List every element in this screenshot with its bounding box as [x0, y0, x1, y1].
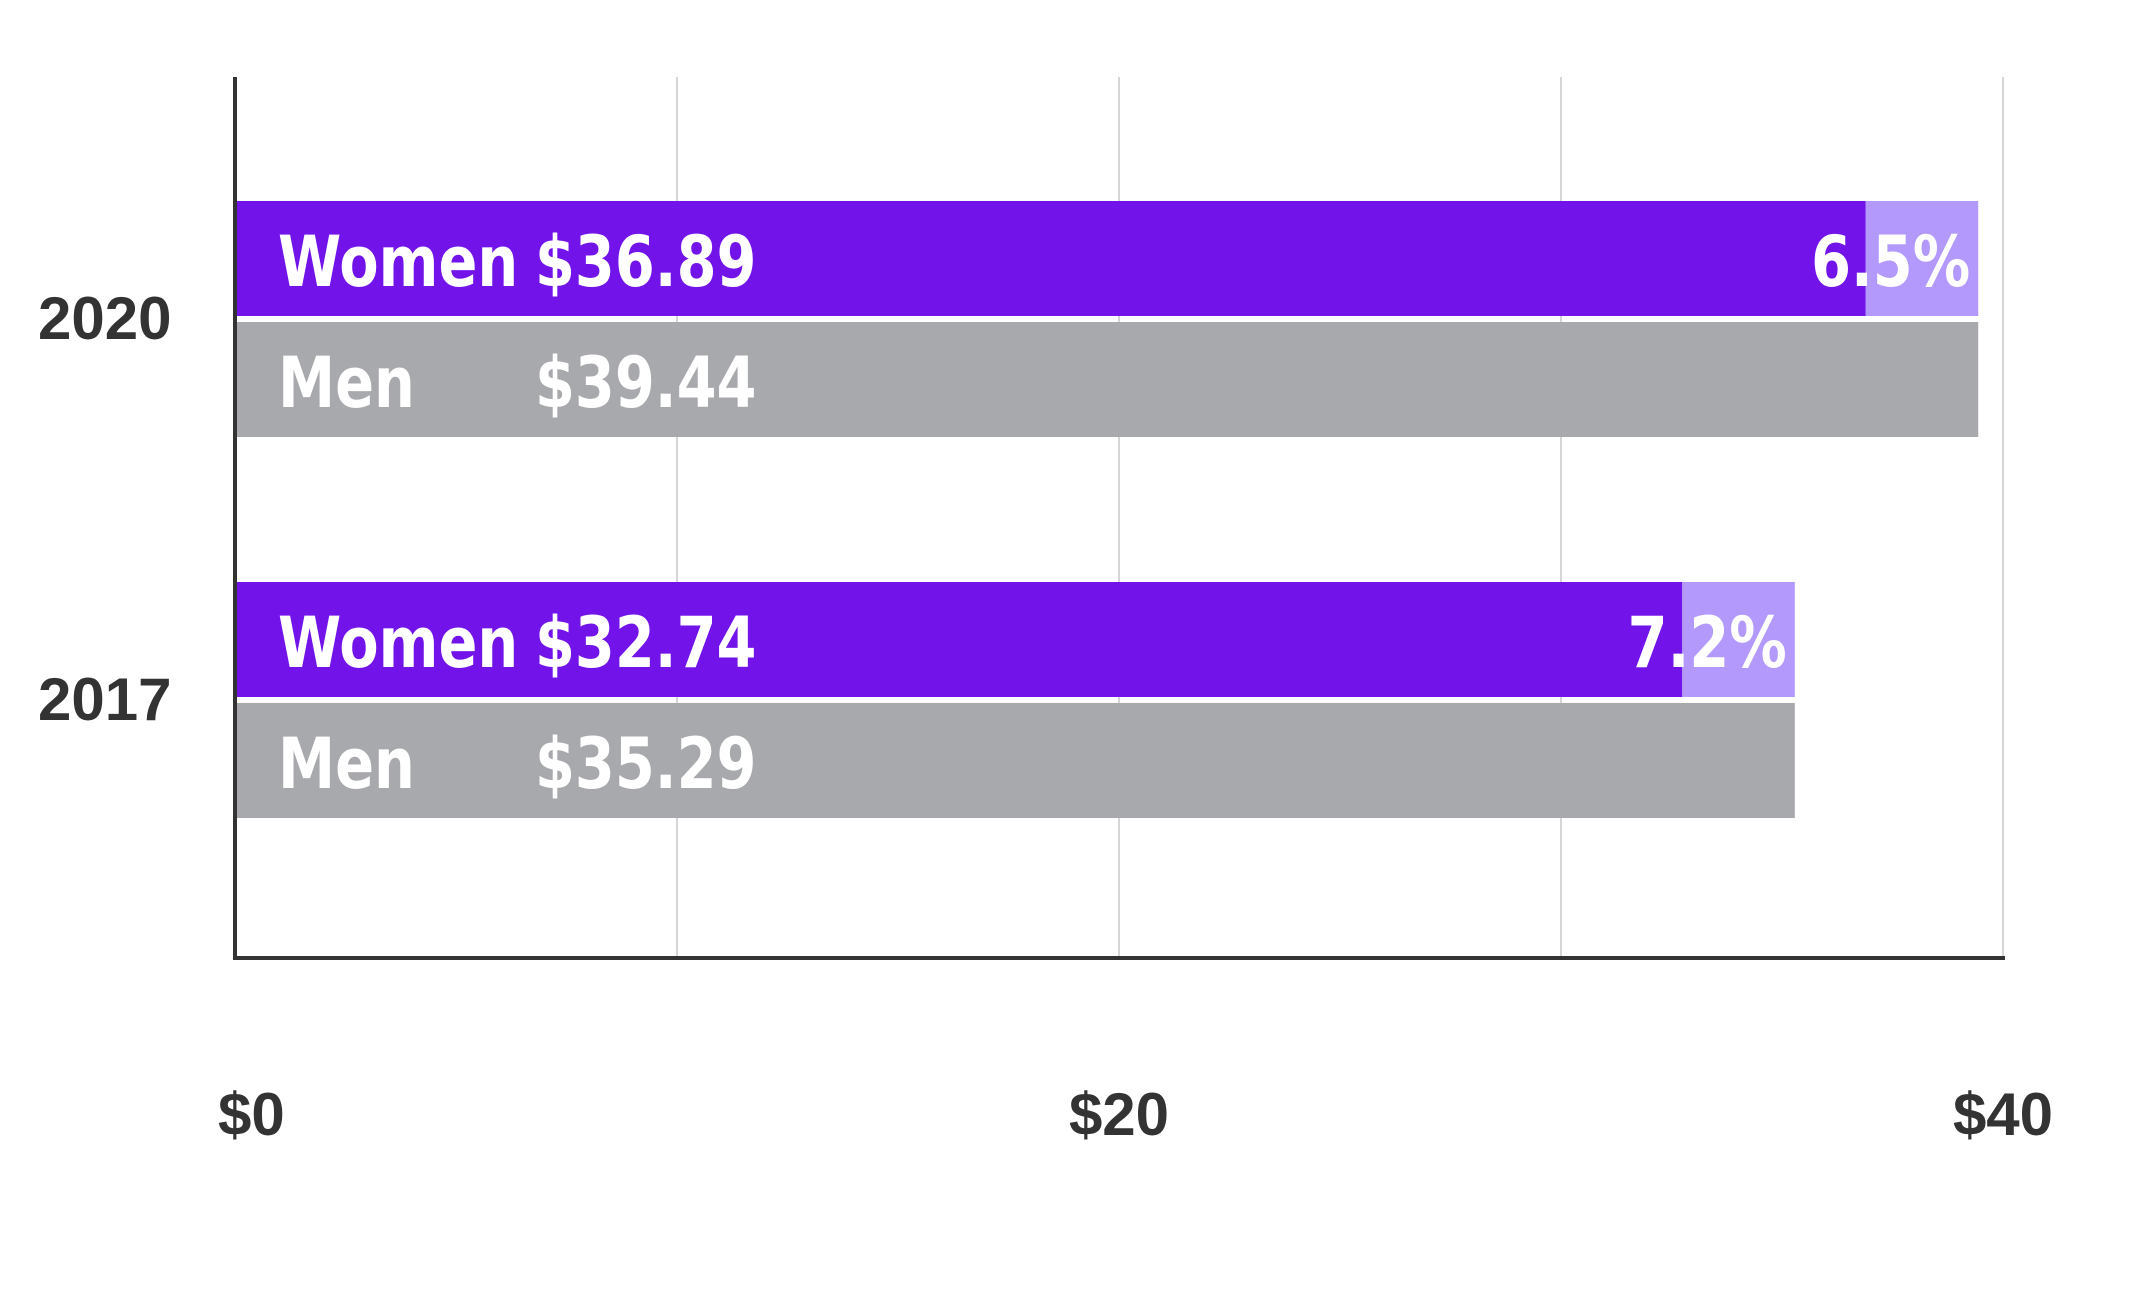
bar-men-2020	[235, 322, 1979, 437]
gap-label: 6.5%	[1811, 223, 1970, 304]
year-label: 2017	[38, 666, 171, 733]
value-label-men: $39.44	[535, 344, 756, 425]
series-label-women: Women	[278, 604, 518, 685]
value-label-women: $32.74	[535, 604, 756, 685]
bar-women-2020	[235, 201, 1866, 316]
series-label-men: Men	[278, 344, 415, 425]
series-label-men: Men	[278, 725, 415, 806]
gap-label: 7.2%	[1628, 604, 1787, 685]
value-label-women: $36.89	[535, 223, 756, 304]
gap-segment-2017	[1682, 582, 1795, 697]
bar-women-2017	[235, 582, 1683, 697]
gap-segment-2020	[1865, 201, 1979, 316]
x-tick-label: $40	[1953, 1081, 2053, 1148]
year-label: 2020	[38, 285, 171, 352]
bar-men-2017	[235, 703, 1795, 818]
x-tick-label: $0	[218, 1081, 285, 1148]
series-label-women: Women	[278, 223, 518, 304]
value-label-men: $35.29	[535, 725, 756, 806]
x-tick-label: $20	[1069, 1081, 1169, 1148]
